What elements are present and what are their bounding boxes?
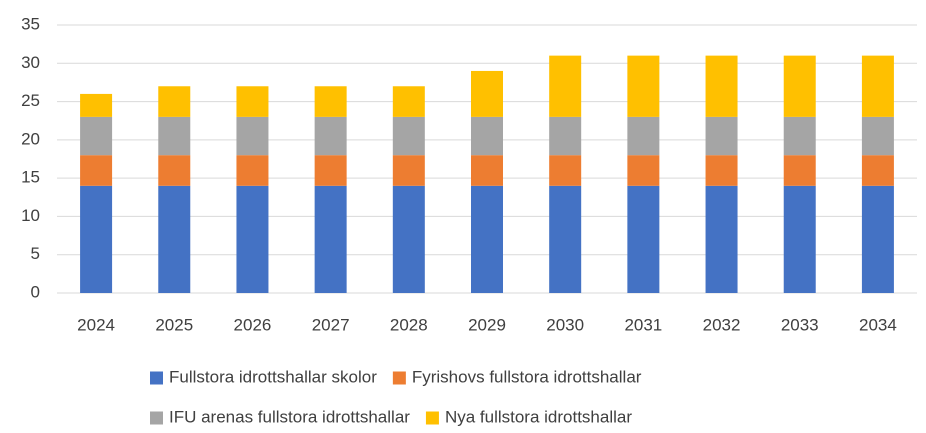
bar-segment — [314, 116, 347, 156]
x-tick-label: 2031 — [624, 315, 662, 334]
bar-segment — [392, 86, 425, 117]
bar-segment — [705, 155, 738, 186]
x-tick-label: 2029 — [468, 315, 506, 334]
y-tick-label: 15 — [21, 168, 40, 187]
bar-segment — [705, 116, 738, 156]
bar-segment — [705, 185, 738, 293]
x-tick-label: 2032 — [703, 315, 741, 334]
bar-segment — [549, 55, 582, 117]
bar-segment — [314, 86, 347, 117]
legend-label: Fyrishovs fullstora idrottshallar — [412, 367, 642, 386]
bar-segment — [392, 185, 425, 293]
bar-segment — [158, 116, 191, 156]
bar-segment — [236, 155, 269, 186]
bar-segment — [549, 185, 582, 293]
bar-segment — [549, 155, 582, 186]
bar-segment — [392, 155, 425, 186]
x-tick-label: 2024 — [77, 315, 115, 334]
bar-segment — [783, 185, 816, 293]
bar-segment — [236, 86, 269, 117]
bar-segment — [471, 185, 503, 293]
bar-segment — [392, 116, 425, 156]
legend-swatch — [392, 371, 406, 385]
bar-segment — [861, 185, 894, 293]
legend-label: Fullstora idrottshallar skolor — [169, 367, 377, 386]
x-tick-label: 2033 — [781, 315, 819, 334]
bar-segment — [861, 55, 894, 117]
bar-segment — [471, 155, 503, 186]
bar-segment — [471, 70, 503, 117]
bar-segment — [236, 116, 269, 156]
y-tick-label: 35 — [21, 14, 40, 33]
bar-segment — [158, 86, 191, 117]
bar-segment — [549, 116, 582, 156]
y-tick-label: 10 — [21, 206, 40, 225]
x-tick-label: 2025 — [155, 315, 193, 334]
x-tick-label: 2034 — [859, 315, 897, 334]
bar-segment — [861, 116, 894, 156]
legend-swatch — [425, 411, 439, 425]
bar-segment — [80, 185, 113, 293]
bar-segment — [471, 116, 503, 156]
y-tick-label: 25 — [21, 91, 40, 110]
x-tick-label: 2028 — [390, 315, 428, 334]
y-tick-label: 0 — [31, 282, 40, 301]
bar-segment — [705, 55, 738, 117]
y-tick-label: 20 — [21, 129, 40, 148]
y-tick-label: 30 — [21, 53, 40, 72]
legend-label: Nya fullstora idrottshallar — [445, 407, 632, 426]
bar-segment — [80, 116, 113, 156]
legend-swatch — [150, 411, 163, 425]
bar-segment — [627, 185, 660, 293]
legend-label: IFU arenas fullstora idrottshallar — [169, 407, 410, 426]
bar-segment — [861, 155, 894, 186]
bar-segment — [627, 55, 660, 117]
x-tick-label: 2030 — [546, 315, 584, 334]
bar-segment — [314, 185, 347, 293]
x-tick-label: 2026 — [234, 315, 272, 334]
bar-segment — [158, 185, 191, 293]
legend-swatch — [150, 371, 163, 385]
bar-segment — [783, 155, 816, 186]
bar-segment — [80, 155, 113, 186]
bar-segment — [236, 185, 269, 293]
bar-segment — [783, 55, 816, 117]
bar-segment — [783, 116, 816, 156]
bar-segment — [158, 155, 191, 186]
x-tick-label: 2027 — [312, 315, 350, 334]
bar-segment — [80, 93, 113, 117]
y-tick-label: 5 — [31, 244, 40, 263]
bar-segment — [314, 155, 347, 186]
bar-segment — [627, 116, 660, 156]
bar-segment — [627, 155, 660, 186]
